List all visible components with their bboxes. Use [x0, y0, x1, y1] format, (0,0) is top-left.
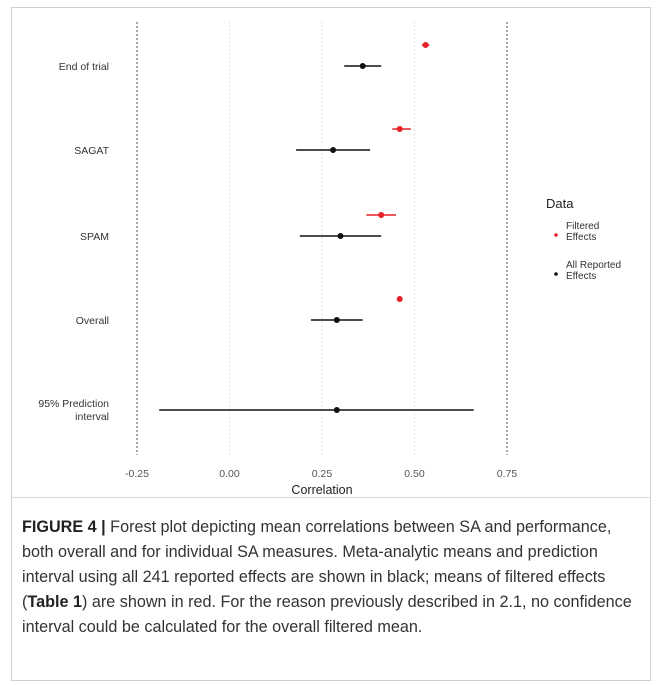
caption-table-ref: Table 1 [27, 593, 82, 611]
y-category-label: interval [75, 411, 109, 423]
all-mean-point [333, 317, 340, 323]
figure-frame [11, 7, 651, 681]
figure-caption: FIGURE 4 | Forest plot depicting mean co… [22, 515, 642, 640]
caption-label: FIGURE 4 | [22, 518, 106, 536]
y-category-label: 95% Prediction [38, 398, 109, 410]
legend-key [554, 233, 558, 237]
y-category-label: SAGAT [74, 145, 109, 157]
y-category-label: End of trial [59, 61, 109, 73]
x-tick-label: 0.25 [312, 468, 333, 480]
y-category-label: Overall [76, 315, 109, 327]
x-tick-label: 0.00 [219, 468, 240, 480]
all-mean-point [330, 147, 337, 153]
legend-label: Effects [566, 271, 596, 282]
legend-key [554, 272, 558, 276]
legend-title: Data [546, 196, 574, 211]
caption-text-2: ) are shown in red. For the reason previ… [22, 593, 632, 636]
filtered-mean-point [396, 296, 403, 302]
x-axis-title: Correlation [291, 483, 352, 497]
y-category-label: SPAM [80, 231, 109, 243]
legend-label: All Reported [566, 260, 621, 271]
all-mean-point [333, 407, 340, 413]
x-tick-label: -0.25 [125, 468, 149, 480]
filtered-mean-point [422, 42, 429, 48]
caption-divider [11, 497, 651, 498]
all-mean-point [359, 63, 366, 69]
caption-text-1: Forest plot depicting mean correlations … [22, 518, 612, 611]
all-mean-point [337, 233, 344, 239]
legend-label: Filtered [566, 221, 599, 232]
filtered-mean-point [396, 126, 403, 132]
x-tick-label: 0.50 [404, 468, 425, 480]
legend-label: Effects [566, 232, 596, 243]
x-tick-label: 0.75 [497, 468, 518, 480]
forest-plot: -0.25 0.00 0.25 0.50 0.75 Correlation End of t… [38, 22, 621, 497]
filtered-mean-point [378, 212, 385, 218]
